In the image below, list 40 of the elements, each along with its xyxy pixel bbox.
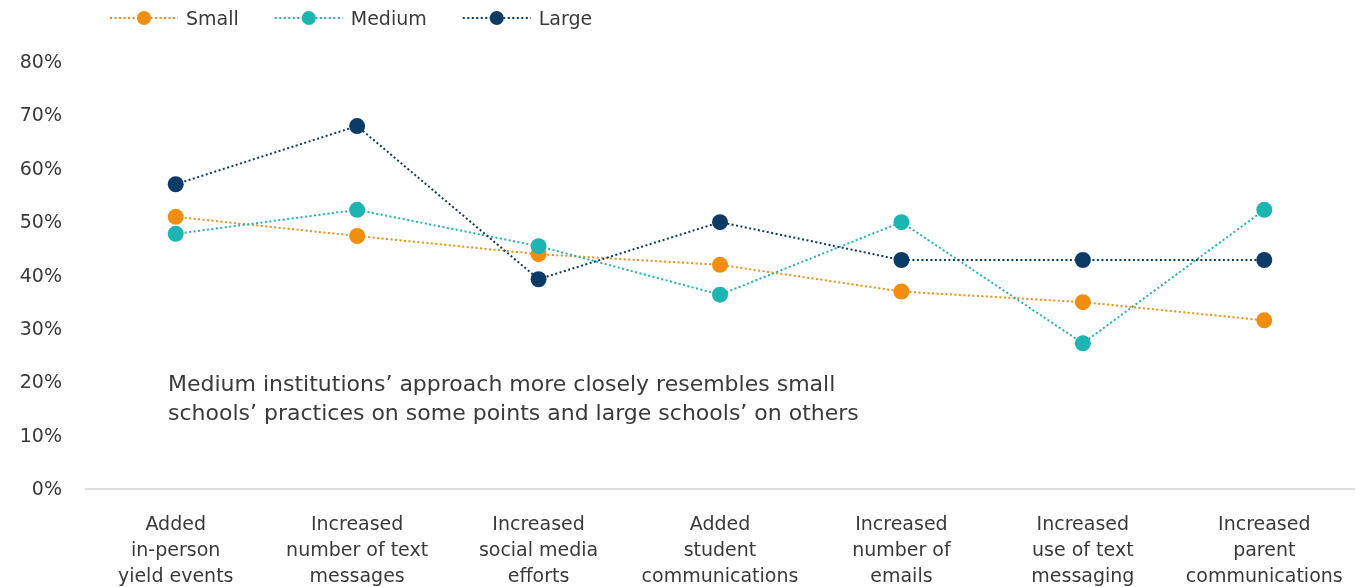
point bbox=[349, 201, 366, 218]
y-tick-label: 0% bbox=[31, 477, 62, 499]
point bbox=[1256, 201, 1273, 218]
x-tick-label: Added in-person yield events bbox=[117, 512, 234, 586]
y-tick-label: 50% bbox=[19, 210, 62, 233]
legend-label: Small bbox=[186, 7, 239, 29]
x-tick-label: Increased use of text messaging bbox=[1031, 512, 1135, 586]
point bbox=[167, 225, 184, 242]
point bbox=[349, 228, 366, 244]
x-tick-label: Increased number of text messages bbox=[286, 512, 429, 586]
point bbox=[893, 283, 910, 300]
x-tick-label: Added student communications bbox=[641, 512, 799, 586]
x-tick-label: Increased parent communications bbox=[1185, 512, 1343, 586]
y-tick-label: 20% bbox=[19, 370, 62, 393]
legend-label: Large bbox=[538, 7, 593, 29]
legend-label: Medium bbox=[350, 7, 427, 29]
point bbox=[167, 176, 184, 193]
point bbox=[1256, 312, 1273, 329]
point bbox=[349, 118, 366, 135]
y-tick-label: 30% bbox=[19, 316, 62, 339]
y-tick-label: 40% bbox=[19, 263, 62, 286]
point bbox=[1256, 252, 1273, 269]
annotation: Medium institutions’ approach more closely resembles small schools’ practices on some points and large schools’ on others bbox=[168, 371, 859, 425]
y-tick-label: 60% bbox=[19, 156, 62, 179]
point bbox=[530, 238, 547, 255]
y-tick-label: 80% bbox=[19, 50, 62, 72]
y-tick-label: 70% bbox=[19, 103, 62, 126]
x-tick-label: Increased number of emails bbox=[852, 512, 952, 586]
point bbox=[1074, 335, 1091, 352]
point bbox=[712, 256, 728, 273]
point bbox=[1074, 252, 1091, 269]
point bbox=[712, 214, 728, 231]
point bbox=[167, 208, 184, 225]
point bbox=[893, 214, 910, 231]
point bbox=[1074, 294, 1091, 311]
x-tick-label: Increased social media efforts bbox=[478, 512, 599, 586]
point bbox=[712, 286, 728, 303]
point bbox=[893, 252, 910, 269]
point bbox=[530, 271, 547, 288]
y-tick-label: 10% bbox=[19, 423, 62, 446]
